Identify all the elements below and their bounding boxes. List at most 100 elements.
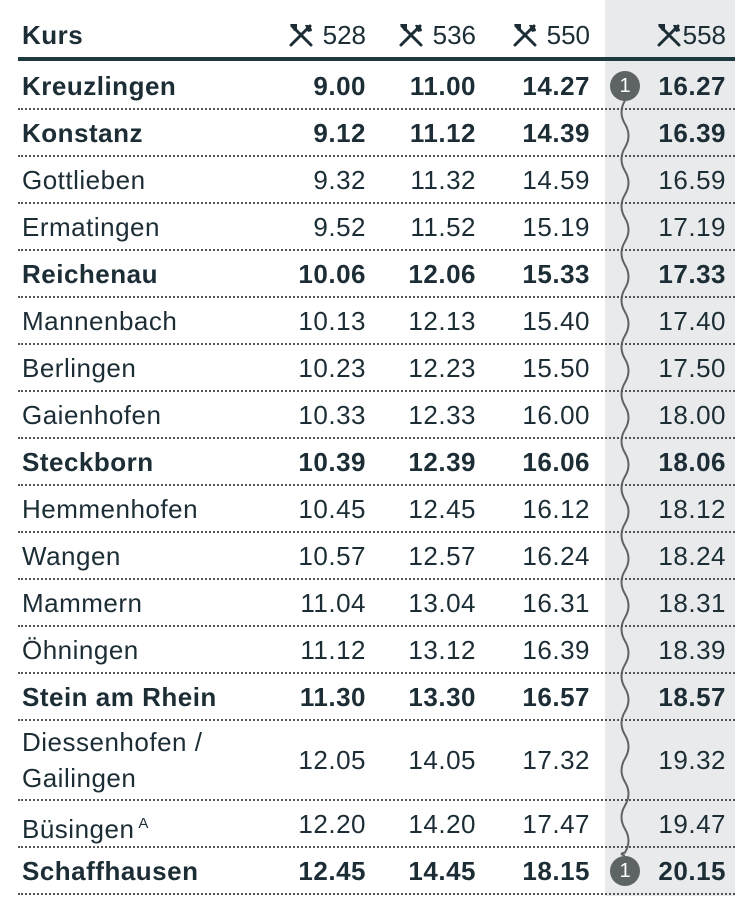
departure-time: 14.59 [522,164,590,195]
station-name: Mannenbach [22,304,272,338]
departure-time: 17.50 [658,352,726,383]
departure-time: 17.19 [658,211,726,242]
departure-time: 12.33 [408,399,476,430]
station-name: Wangen [22,539,272,573]
station-text: Berlingen [22,352,137,383]
row-separator [18,719,735,721]
footnote-mark: A [138,814,149,832]
row-separator [18,846,735,848]
restaurant-icon [513,24,537,47]
row-separator [18,296,735,298]
row-separator [18,893,735,895]
station-name: Gaienhofen [22,398,272,432]
departure-time: 19.32 [658,745,726,775]
station-name: Konstanz [22,116,272,150]
departure-time: 15.19 [522,211,590,242]
departure-time: 16.00 [522,399,590,430]
departure-time: 10.23 [298,352,366,383]
departure-time: 16.31 [522,587,590,618]
departure-time: 17.40 [658,305,726,336]
row-separator [18,390,735,392]
station-text: Schaffhausen [22,855,199,886]
departure-time: 14.45 [408,855,476,886]
station-text: Gottlieben [22,164,146,195]
departure-time: 18.00 [658,399,726,430]
station-name: Berlingen [22,351,272,385]
row-separator [18,108,735,110]
departure-time: 20.15 [658,855,726,886]
row-separator [18,202,735,204]
restaurant-icon [399,24,423,47]
departure-time: 10.13 [298,305,366,336]
departure-time: 12.45 [408,493,476,524]
station-name: Diessenhofen / Gailingen [22,724,272,796]
departure-time: 13.30 [408,681,476,712]
departure-time: 17.32 [522,745,590,775]
row-separator [18,343,735,345]
course-number: 558 [682,20,726,50]
departure-time: 18.39 [658,634,726,665]
station-name: Öhningen [22,633,272,667]
station-text: Hemmenhofen [22,493,199,524]
departure-time: 13.12 [408,634,476,665]
departure-time: 12.45 [298,855,366,886]
station-text: Konstanz [22,117,143,148]
departure-time: 14.39 [522,117,590,148]
departure-time: 12.20 [298,808,366,839]
course-number: 528 [322,20,366,50]
station-name: Gottlieben [22,163,272,197]
departure-time: 15.40 [522,305,590,336]
departure-time: 17.47 [522,808,590,839]
departure-time: 16.39 [658,117,726,148]
departure-time: 16.59 [658,164,726,195]
departure-time: 11.00 [409,70,476,101]
departure-time: 9.32 [313,164,366,195]
row-separator [18,484,735,486]
station-name: Kreuzlingen [22,69,272,103]
station-name: Steckborn [22,445,272,479]
station-text: Mammern [22,587,143,618]
departure-time: 14.05 [408,745,476,775]
departure-time: 11.12 [409,117,476,148]
header-label: Kurs [22,20,84,50]
departure-time: 10.39 [298,446,366,477]
departure-time: 12.05 [298,745,366,775]
departure-time: 16.06 [522,446,590,477]
station-name: Stein am Rhein [22,680,272,714]
departure-time: 14.20 [408,808,476,839]
departure-time: 19.47 [658,808,726,839]
departure-time: 9.00 [313,70,366,101]
departure-time: 9.52 [313,211,366,242]
row-separator [18,437,735,439]
departure-time: 16.24 [522,540,590,571]
departure-time: 16.27 [658,70,726,101]
departure-time: 14.27 [522,70,590,101]
station-text: Stein am Rhein [22,681,217,712]
restaurant-icon [657,24,681,47]
departure-time: 12.23 [408,352,476,383]
station-name: Mammern [22,586,272,620]
note-badge: 1 [610,855,640,886]
departure-time: 15.33 [522,258,590,289]
departure-time: 10.33 [298,399,366,430]
course-number: 536 [432,20,476,50]
station-text: Ermatingen [22,211,160,242]
note-badge: 1 [610,70,640,101]
departure-time: 16.57 [522,681,590,712]
departure-time: 11.32 [410,164,476,195]
departure-time: 10.57 [298,540,366,571]
departure-time: 18.31 [658,587,726,618]
departure-time: 16.12 [522,493,590,524]
row-separator [18,578,735,580]
row-separator [18,155,735,157]
departure-time: 18.06 [658,446,726,477]
row-separator [18,531,735,533]
departure-time: 11.30 [299,681,366,712]
departure-time: 12.57 [408,540,476,571]
station-text: Gaienhofen [22,399,162,430]
row-separator [18,672,735,674]
departure-time: 18.24 [658,540,726,571]
departure-time: 18.57 [658,681,726,712]
departure-time: 11.12 [300,634,366,665]
